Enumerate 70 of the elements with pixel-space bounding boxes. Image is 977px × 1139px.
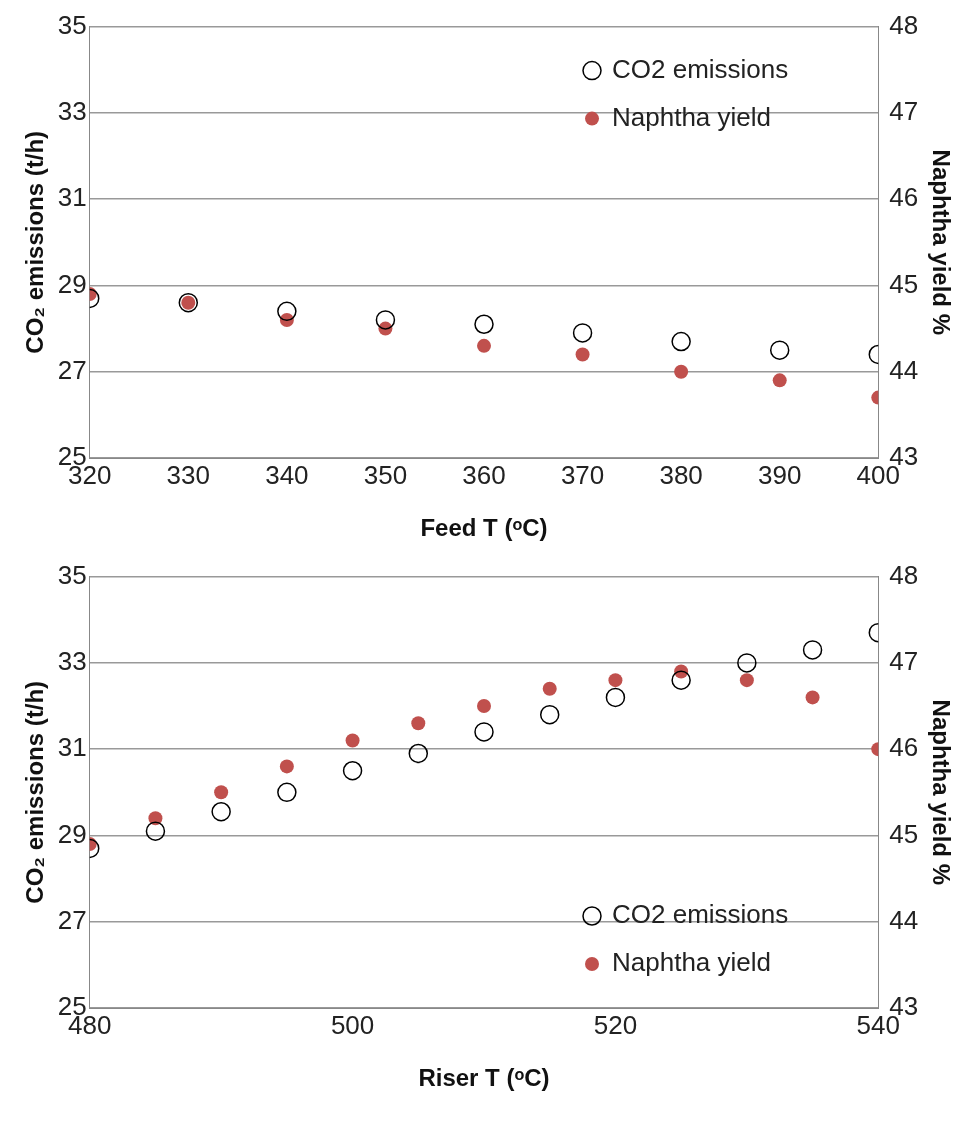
point — [575, 347, 590, 362]
x-tick-label: 330 — [166, 459, 210, 490]
x-tick-label: 520 — [593, 1009, 638, 1040]
point — [572, 323, 593, 343]
point — [477, 338, 491, 353]
y2-tick-label: 47 — [889, 96, 919, 127]
y2-tick-label: 48 — [889, 559, 919, 590]
point — [477, 699, 491, 714]
point — [769, 340, 790, 360]
point — [671, 670, 691, 690]
y-tick-label: 27 — [57, 354, 87, 385]
legend-label: Naphtha yield — [612, 947, 772, 978]
y-tick-label: 35 — [57, 559, 87, 590]
y2-tick-label: 46 — [889, 182, 919, 213]
x-tick-label: 380 — [659, 459, 703, 490]
point — [671, 331, 691, 352]
x-tick-label: 340 — [265, 459, 309, 490]
point — [277, 301, 297, 322]
y2-tick-label: 46 — [889, 732, 919, 763]
x-axis-title: Riser T (ᵒC) — [418, 1064, 550, 1092]
point — [474, 722, 494, 742]
y-axis-title: CO₂ emissions (t/h) — [21, 680, 49, 904]
point — [342, 760, 363, 781]
x-axis-title: Feed T (ᵒC) — [420, 514, 548, 542]
point — [802, 640, 823, 660]
y2-tick-label: 47 — [889, 646, 919, 677]
point — [474, 314, 494, 335]
y-tick-label: 31 — [57, 182, 87, 213]
point — [542, 681, 557, 696]
x-tick-label: 370 — [560, 459, 605, 490]
point — [145, 821, 166, 841]
point — [772, 373, 787, 388]
y-tick-label: 27 — [57, 904, 87, 935]
point — [605, 687, 626, 708]
x-tick-label: 350 — [363, 459, 408, 490]
point — [408, 743, 429, 764]
legend-label: Naphtha yield — [612, 101, 772, 132]
point — [211, 801, 231, 822]
y2-axis-title: Naphtha yield % — [927, 699, 955, 885]
x-tick-label: 360 — [462, 459, 506, 490]
y2-tick-label: 44 — [889, 354, 919, 385]
point — [805, 690, 820, 705]
y2-tick-label: 44 — [889, 904, 919, 935]
y-axis-title: CO₂ emissions (t/h) — [21, 130, 49, 354]
point — [345, 733, 360, 748]
x-tick-label: 390 — [758, 459, 802, 490]
y-tick-label: 31 — [57, 732, 87, 763]
legend-label: CO2 emissions — [612, 899, 789, 930]
point — [277, 782, 297, 803]
y-tick-label: 29 — [57, 268, 87, 299]
point — [148, 811, 163, 826]
point — [739, 673, 754, 688]
point — [411, 716, 426, 731]
y-tick-label: 29 — [57, 818, 87, 849]
point — [375, 310, 396, 330]
y2-tick-label: 48 — [889, 9, 919, 40]
x-tick-label: 500 — [330, 1009, 375, 1040]
point — [608, 673, 623, 688]
point — [674, 364, 689, 379]
y-tick-label: 35 — [57, 9, 87, 40]
legend-label: CO2 emissions — [612, 53, 789, 84]
point — [737, 653, 757, 673]
point — [214, 785, 229, 800]
y2-tick-label: 45 — [889, 818, 919, 849]
point — [539, 704, 560, 725]
y2-tick-label: 45 — [889, 268, 919, 299]
point — [279, 759, 294, 774]
y2-axis-title: Naphtha yield % — [927, 149, 955, 335]
y-tick-label: 33 — [57, 96, 87, 127]
y-tick-label: 33 — [57, 646, 87, 677]
